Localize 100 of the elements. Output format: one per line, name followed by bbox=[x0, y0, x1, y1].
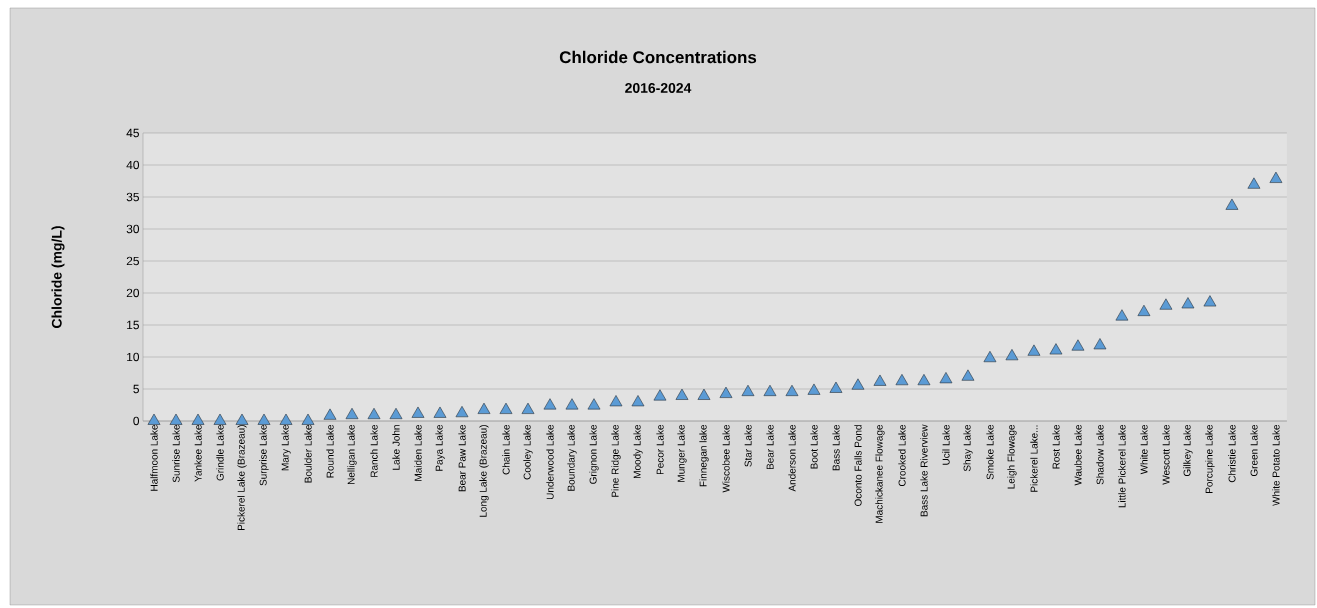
point bbox=[1159, 298, 1173, 310]
x-tick-label: Ranch Lake bbox=[370, 424, 378, 477]
x-tick-label: Machickanee Flowage bbox=[875, 424, 885, 523]
point bbox=[741, 384, 755, 396]
x-tick-label: Sunrise Lake bbox=[172, 424, 180, 483]
point bbox=[477, 402, 491, 414]
y-tick-label: 0 bbox=[133, 416, 140, 426]
x-tick-label: Bass Lake bbox=[832, 424, 840, 471]
point bbox=[521, 402, 535, 414]
x-tick-label: Grignon Lake bbox=[589, 424, 599, 484]
point bbox=[1247, 177, 1261, 189]
y-tick-label: 40 bbox=[126, 160, 140, 170]
x-tick-label: Paya Lake bbox=[435, 424, 445, 471]
x-tick-label: Gilkey Lake bbox=[1183, 424, 1193, 477]
point bbox=[1115, 309, 1129, 321]
point bbox=[1093, 338, 1107, 350]
x-tick-label: Cooley Lake bbox=[523, 424, 533, 480]
point bbox=[1269, 171, 1283, 183]
point bbox=[1027, 344, 1041, 356]
y-tick-label: 30 bbox=[126, 224, 140, 234]
point bbox=[367, 407, 381, 420]
point bbox=[873, 374, 887, 386]
point bbox=[1005, 349, 1019, 361]
x-tick-label: Green Lake bbox=[1250, 424, 1258, 477]
x-tick-label: Shadow Lake bbox=[1096, 424, 1104, 485]
point bbox=[763, 384, 777, 396]
x-tick-label: Bear Paw Lake bbox=[458, 424, 466, 492]
point bbox=[785, 384, 799, 396]
x-tick-label: Yankee Lake bbox=[194, 424, 202, 482]
point bbox=[829, 381, 843, 393]
x-tick-label: Bear Lake bbox=[766, 424, 774, 470]
x-tick-label: Leigh Flowage bbox=[1007, 424, 1017, 489]
x-tick-label: Munger Lake bbox=[677, 424, 687, 482]
y-axis-title: Chloride (mg/L) bbox=[51, 226, 65, 328]
point bbox=[807, 383, 821, 395]
x-tick-label: Little Pickerel Lake bbox=[1118, 424, 1126, 508]
x-tick-label: Pecor Lake bbox=[656, 424, 664, 475]
point bbox=[455, 406, 469, 418]
x-tick-label: Underwood Lake bbox=[546, 424, 554, 500]
x-tick-label: Pickerel Lake (Brazeau) bbox=[237, 425, 247, 531]
point bbox=[411, 406, 425, 418]
x-tick-label: Rost Lake bbox=[1052, 424, 1060, 469]
point bbox=[499, 402, 513, 414]
point bbox=[1071, 339, 1085, 351]
point bbox=[257, 413, 271, 425]
y-tick-label: 25 bbox=[126, 256, 139, 266]
x-tick-label: Boundary Lake bbox=[567, 424, 577, 491]
point bbox=[851, 378, 865, 390]
x-tick-label: Ucil Lake bbox=[942, 424, 950, 465]
x-tick-label: Boot Lake bbox=[810, 424, 818, 469]
point bbox=[675, 388, 689, 400]
point bbox=[345, 407, 359, 420]
y-tick-label: 10 bbox=[127, 352, 140, 362]
x-tick-label: Chain Lake bbox=[502, 424, 510, 475]
point bbox=[301, 413, 315, 425]
x-tick-label: Boulder Lake bbox=[304, 424, 312, 483]
y-tick-label: 20 bbox=[126, 288, 140, 298]
x-tick-label: Christie Lake bbox=[1228, 424, 1236, 483]
point bbox=[389, 407, 403, 420]
point bbox=[587, 398, 601, 410]
x-tick-label: Lake John bbox=[392, 425, 400, 470]
x-tick-label: Anderson Lake bbox=[788, 424, 796, 492]
y-tick-label: 35 bbox=[126, 192, 139, 202]
point bbox=[719, 386, 733, 398]
point bbox=[609, 395, 623, 407]
x-tick-label: Long Lake (Brazeau) bbox=[479, 425, 489, 517]
point bbox=[653, 389, 667, 401]
point bbox=[631, 395, 645, 407]
x-tick-label: Oconto Falls Pond bbox=[854, 425, 862, 506]
chart-title: Chloride Concentrations bbox=[559, 50, 757, 64]
x-tick-label: Star Lake bbox=[744, 424, 752, 467]
point bbox=[1137, 304, 1151, 316]
x-tick-label: White Lake bbox=[1140, 424, 1148, 475]
x-tick-label: Pine Ridge Lake bbox=[611, 424, 621, 497]
point bbox=[917, 374, 931, 386]
point bbox=[961, 369, 975, 381]
x-tick-label: Bass Lake Riverview bbox=[920, 424, 928, 517]
point bbox=[939, 372, 953, 384]
x-tick-label: Waubee Lake bbox=[1074, 424, 1082, 486]
point bbox=[169, 413, 183, 425]
chart-subtitle: 2016-2024 bbox=[625, 83, 692, 93]
point bbox=[697, 388, 711, 400]
y-tick-label: 15 bbox=[127, 320, 139, 330]
x-tick-label: Finnegan lake bbox=[699, 424, 709, 487]
x-tick-label: Nelligan Lake bbox=[347, 424, 357, 485]
point bbox=[213, 413, 227, 425]
point bbox=[895, 374, 909, 386]
point bbox=[1203, 295, 1217, 307]
point bbox=[279, 413, 293, 425]
y-tick-label: 45 bbox=[126, 128, 139, 138]
point bbox=[433, 406, 447, 418]
x-tick-label: Wiscobee Lake bbox=[722, 424, 730, 493]
point bbox=[1181, 297, 1195, 309]
point bbox=[147, 413, 161, 425]
x-tick-label: Halfmoon Lake bbox=[150, 424, 158, 491]
x-tick-label: Moody Lake bbox=[633, 424, 643, 478]
x-tick-label: Smoke Lake bbox=[986, 424, 994, 480]
x-tick-label: White Potato Lake bbox=[1272, 424, 1280, 506]
point bbox=[983, 350, 997, 363]
x-tick-label: Porcupine Lake bbox=[1205, 424, 1215, 493]
